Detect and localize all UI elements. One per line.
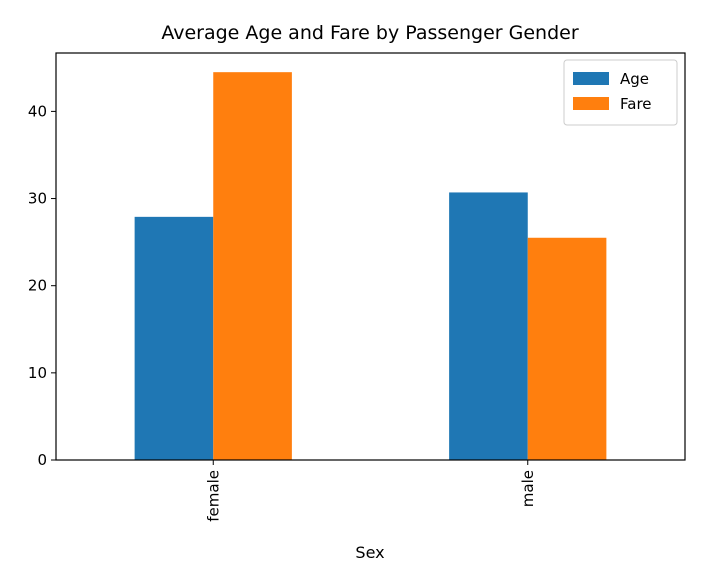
y-tick-label: 0 xyxy=(37,451,47,469)
legend-label-fare: Fare xyxy=(620,95,652,113)
legend-swatch-fare xyxy=(573,97,609,110)
y-tick-label: 30 xyxy=(28,190,47,208)
bar-age-male xyxy=(449,192,528,461)
x-axis: female male xyxy=(204,460,537,522)
y-tick-label: 40 xyxy=(28,102,47,120)
bars-layer xyxy=(134,72,607,461)
x-axis-label: Sex xyxy=(355,543,384,562)
plot-frame xyxy=(55,52,686,461)
y-tick-label: 20 xyxy=(28,277,47,295)
x-tick-label-female: female xyxy=(204,470,222,522)
y-tick-label: 10 xyxy=(28,364,47,382)
chart-title: Average Age and Fare by Passenger Gender xyxy=(161,22,579,44)
legend: Age Fare xyxy=(563,59,678,126)
x-tick-label-male: male xyxy=(519,470,537,507)
y-axis: 0 10 20 30 40 xyxy=(28,102,56,469)
legend-swatch-age xyxy=(573,72,609,85)
bar-age-female xyxy=(134,216,214,460)
legend-label-age: Age xyxy=(620,70,649,88)
bar-fare-male xyxy=(527,237,607,460)
bar-fare-female xyxy=(213,72,292,460)
